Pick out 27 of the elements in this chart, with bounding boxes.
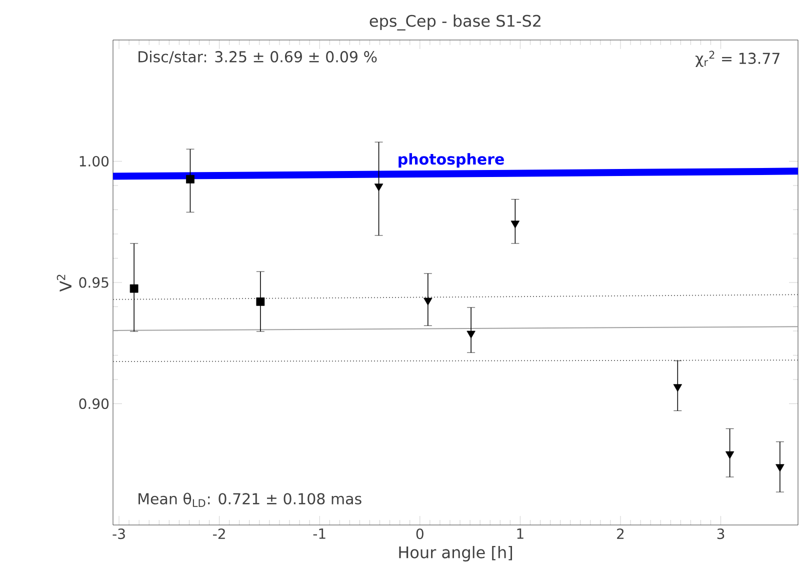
y-axis-title: V$^{2}$ [56, 274, 72, 292]
x-axis-title: Hour angle [h] [399, 546, 512, 562]
x-tick-label: -3 [112, 528, 125, 540]
point [256, 297, 265, 306]
point [510, 220, 520, 228]
x-tick-label: 0 [416, 528, 424, 540]
point [466, 330, 476, 338]
point [130, 284, 138, 293]
series-label: photosphere [398, 153, 504, 168]
point [725, 451, 734, 459]
x-tick-label: -2 [213, 528, 225, 539]
point [776, 464, 784, 472]
x-tick-label: 2 [617, 528, 624, 539]
y-tick-label: 0.90 [79, 398, 109, 410]
point [424, 298, 432, 306]
point [374, 184, 384, 192]
chart-title: eps_Cep - base S1-S2 [370, 14, 540, 30]
x-tick-label: 1 [517, 528, 524, 539]
point [186, 174, 194, 184]
y-tick-label: 1.00 [80, 156, 109, 167]
annotation: χ$_{r}$$^{2}$ = 13.77 [695, 50, 780, 67]
point [673, 384, 682, 392]
annotation: Disc/star: 3.25 ± 0.69 ± 0.09 % [138, 50, 377, 64]
x-tick-label: -1 [313, 528, 326, 539]
annotation: Mean θ$_{LD}$: 0.721 ± 0.108 mas [138, 492, 362, 507]
y-tick-label: 0.95 [79, 277, 108, 288]
x-tick-label: 3 [717, 528, 724, 540]
